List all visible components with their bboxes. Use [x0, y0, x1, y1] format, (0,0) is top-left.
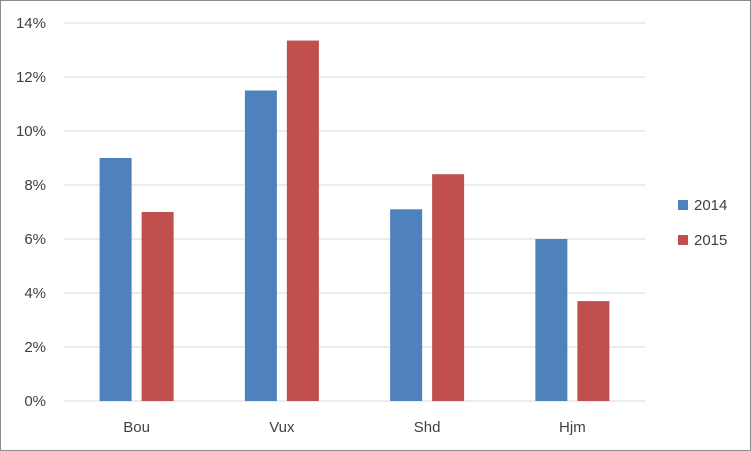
bar-2015-shd [432, 174, 465, 401]
bar-2014-shd [390, 209, 423, 401]
x-tick-label: Vux [269, 419, 295, 436]
bar-2015-bou [141, 212, 174, 401]
y-axis-ticks: 0% 2% 4% 6% 8% 10% 12% 14% [16, 15, 46, 410]
bar-2015-vux [286, 40, 319, 402]
legend-swatch-2015 [678, 235, 688, 245]
bar-2014-hjm [535, 239, 568, 401]
y-tick-label: 6% [24, 231, 46, 248]
legend: 2014 2015 [678, 197, 727, 249]
legend-label: 2015 [694, 232, 727, 249]
y-tick-label: 12% [16, 69, 46, 86]
bar-2015-hjm [577, 301, 610, 401]
bar-2014-bou [99, 158, 132, 401]
legend-label: 2014 [694, 197, 727, 214]
bar-2014-vux [244, 90, 277, 401]
x-tick-label: Bou [123, 419, 150, 436]
y-tick-label: 8% [24, 177, 46, 194]
y-tick-label: 10% [16, 123, 46, 140]
legend-swatch-2014 [678, 200, 688, 210]
y-tick-label: 0% [24, 393, 46, 410]
x-axis-ticks: Bou Vux Shd Hjm [123, 419, 585, 436]
bars [99, 40, 610, 402]
y-tick-label: 14% [16, 15, 46, 32]
x-tick-label: Shd [414, 419, 441, 436]
y-tick-label: 2% [24, 339, 46, 356]
x-tick-label: Hjm [559, 419, 586, 436]
y-tick-label: 4% [24, 285, 46, 302]
